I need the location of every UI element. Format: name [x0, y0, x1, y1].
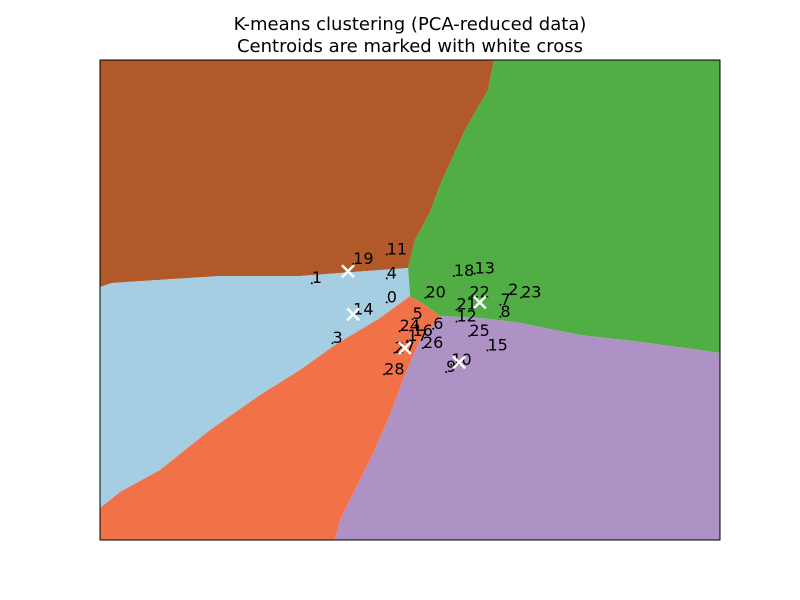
data-point	[507, 294, 510, 297]
centroid-stroke	[472, 295, 487, 310]
data-point	[406, 339, 409, 342]
centroid-marker	[346, 307, 361, 322]
data-point	[383, 373, 386, 376]
data-point	[468, 335, 471, 337]
data-point	[331, 342, 334, 345]
plot-area: 0123456789101112131415161718192021222324…	[99, 59, 721, 541]
data-point	[499, 303, 502, 306]
data-point	[310, 282, 313, 285]
data-point	[520, 296, 523, 299]
data-point	[452, 275, 455, 277]
data-point	[455, 308, 458, 311]
point-label: 4	[387, 263, 397, 282]
centroid-marker	[452, 355, 466, 370]
centroid-stroke	[346, 307, 361, 322]
cluster-region-green	[408, 60, 720, 353]
data-point	[450, 363, 453, 366]
centroid-marker	[472, 295, 487, 310]
point-label: 3	[333, 328, 343, 347]
point-label: 20	[426, 283, 446, 302]
data-point	[473, 272, 476, 275]
data-point	[445, 371, 448, 373]
point-label: 18	[454, 261, 474, 280]
point-label: 9	[446, 357, 456, 376]
centroid-stroke	[341, 264, 355, 279]
data-points: 0123456789101112131415161718192021222324…	[310, 239, 541, 378]
chart-title: K-means clustering (PCA-reduced data)	[234, 14, 587, 35]
point-label: 14	[353, 299, 373, 318]
data-point	[398, 330, 401, 333]
centroid-marker	[397, 341, 412, 355]
data-point	[468, 296, 471, 299]
data-point	[424, 296, 427, 299]
point-label: 23	[521, 283, 541, 302]
point-label: 21	[457, 295, 477, 314]
point-label: 24	[400, 316, 420, 335]
point-label: 26	[423, 333, 443, 352]
centroid-stroke	[452, 355, 466, 370]
axes-frame	[99, 59, 721, 541]
point-label: 15	[488, 335, 508, 354]
data-point	[385, 301, 388, 304]
point-label: 12	[457, 307, 477, 326]
point-label: 11	[387, 239, 407, 258]
cluster-region-orange	[100, 296, 440, 540]
point-label: 19	[353, 249, 373, 268]
point-label: 16	[413, 321, 433, 340]
point-label: 13	[475, 259, 495, 278]
point-label: 17	[407, 326, 427, 345]
centroid-marker	[341, 264, 355, 279]
point-label: 6	[433, 314, 443, 333]
data-point	[411, 318, 414, 321]
data-point	[486, 349, 489, 352]
data-point	[411, 335, 414, 337]
data-point	[352, 263, 355, 265]
point-label: 25	[469, 321, 489, 340]
data-point	[385, 277, 388, 280]
cluster-region-lightblue	[100, 268, 410, 508]
point-label: 5	[413, 304, 423, 323]
data-point	[385, 253, 388, 256]
point-label: 8	[500, 302, 510, 321]
cluster-region-brown	[100, 60, 494, 287]
point-label: 28	[384, 359, 404, 378]
point-label: 22	[469, 283, 489, 302]
point-label: 0	[387, 287, 397, 306]
data-point	[421, 347, 424, 349]
data-point	[499, 315, 502, 318]
data-point	[393, 351, 396, 354]
point-label: 2	[508, 280, 518, 299]
point-label: 7	[500, 290, 510, 309]
cluster-region-purple	[335, 316, 720, 540]
centroid-stroke	[397, 341, 412, 355]
chart-subtitle: Centroids are marked with white cross	[237, 36, 583, 57]
point-label: 1	[312, 268, 322, 287]
centroid-markers	[341, 264, 487, 370]
data-point	[455, 320, 458, 323]
decision-regions	[100, 60, 720, 540]
data-point	[432, 327, 435, 330]
